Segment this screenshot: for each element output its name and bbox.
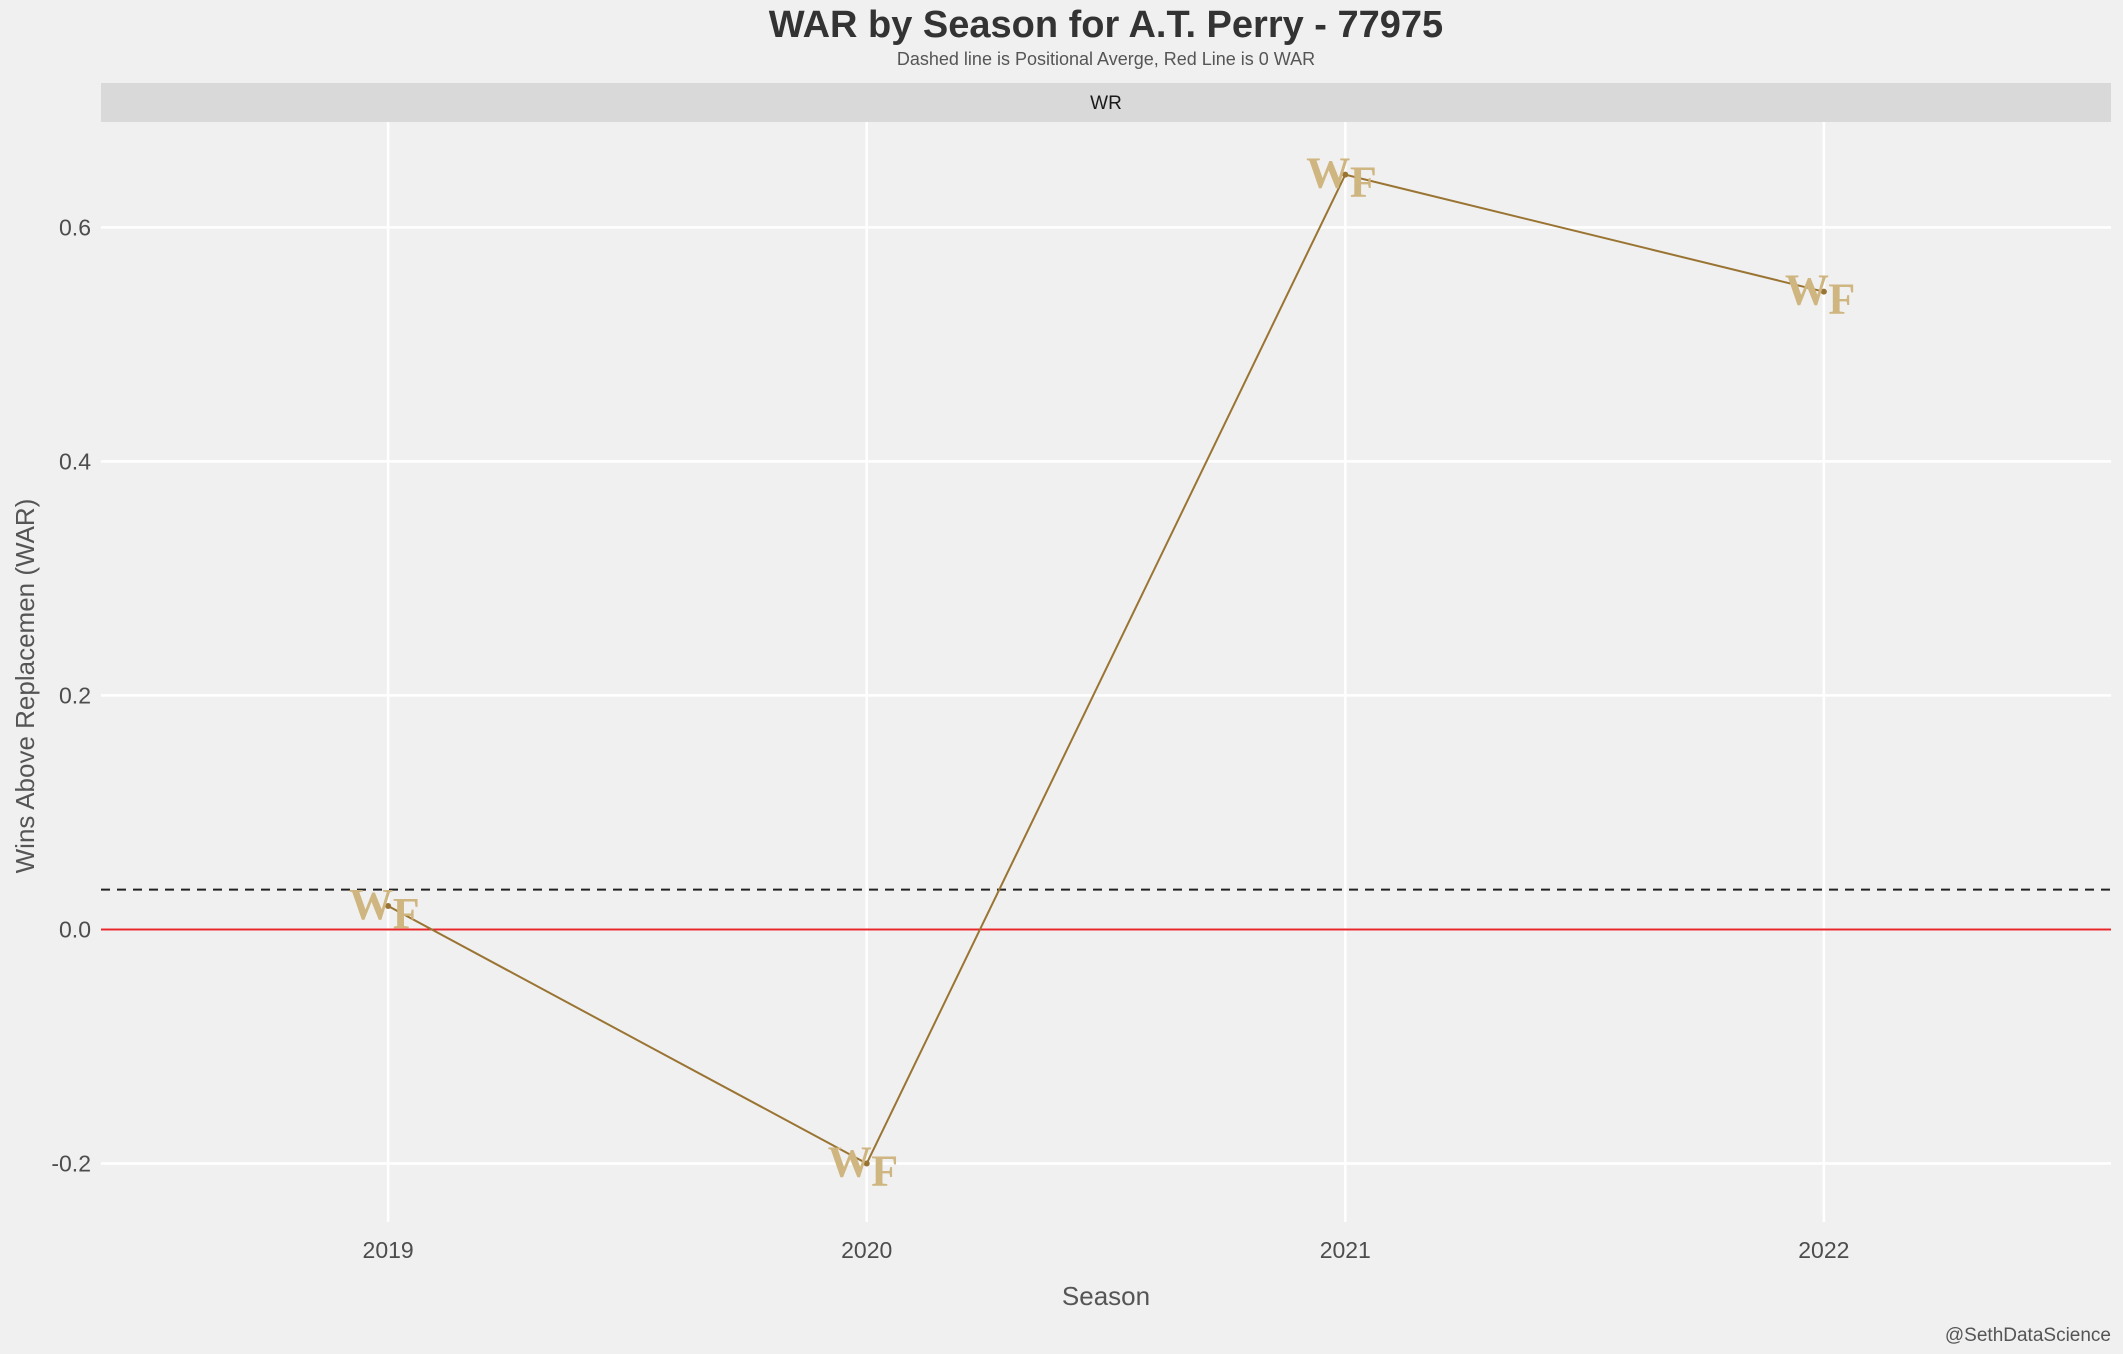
- chart-caption: @SethDataScience: [1945, 1325, 2111, 1346]
- y-tick-label: -0.2: [51, 1150, 91, 1176]
- x-tick-label: 2022: [1798, 1237, 1849, 1263]
- data-point: [1342, 171, 1349, 178]
- x-axis-ticks: 2019 2020 2021 2022: [363, 1237, 1850, 1263]
- chart-title: WAR by Season for A.T. Perry - 77975: [769, 4, 1443, 46]
- y-axis-title: Wins Above Replacemen (WAR): [10, 499, 40, 874]
- wf-logo-letter-f: F: [1350, 158, 1377, 207]
- point-markers: W FW FW FW F: [349, 149, 1855, 1196]
- wf-logo-letter-w: W: [349, 880, 393, 929]
- wf-logo-letter-f: F: [393, 889, 420, 938]
- wf-logo-letter-f: F: [1828, 275, 1855, 324]
- wf-logo-letter-w: W: [1785, 266, 1829, 315]
- data-point: [385, 903, 392, 910]
- x-axis-title: Season: [1062, 1281, 1150, 1311]
- wf-logo-letter-w: W: [1306, 149, 1350, 198]
- wf-logo-letter-w: W: [828, 1137, 872, 1186]
- y-tick-label: 0.4: [59, 448, 91, 474]
- reference-lines: [101, 888, 2111, 931]
- data-point: [863, 1160, 870, 1167]
- y-tick-label: 0.0: [59, 916, 91, 942]
- x-tick-label: 2019: [363, 1237, 414, 1263]
- wf-logo-letter-f: F: [871, 1146, 898, 1195]
- war-series-line: [387, 173, 1825, 1165]
- x-tick-label: 2020: [841, 1237, 892, 1263]
- y-tick-label: 0.6: [59, 214, 91, 240]
- facet-strip-label: WR: [1090, 93, 1122, 114]
- facet-strip: [101, 83, 2111, 122]
- chart-subtitle: Dashed line is Positional Averge, Red Li…: [897, 49, 1315, 69]
- y-axis-ticks: -0.2 0.0 0.2 0.4 0.6: [51, 214, 91, 1176]
- data-point: [1820, 288, 1827, 295]
- y-tick-label: 0.2: [59, 682, 91, 708]
- x-tick-label: 2021: [1320, 1237, 1371, 1263]
- war-series: [387, 173, 1825, 1165]
